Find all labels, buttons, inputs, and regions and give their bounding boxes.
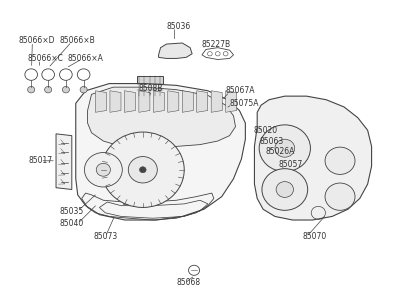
Text: 85068: 85068	[176, 278, 200, 287]
Text: 85063: 85063	[259, 136, 284, 146]
Polygon shape	[197, 91, 208, 112]
Text: 85066×C: 85066×C	[27, 54, 63, 63]
Polygon shape	[158, 43, 192, 58]
Text: 85040: 85040	[60, 219, 84, 228]
Polygon shape	[124, 91, 136, 112]
Text: 85075A: 85075A	[230, 99, 259, 108]
FancyBboxPatch shape	[137, 76, 162, 96]
Polygon shape	[211, 91, 222, 112]
Polygon shape	[56, 134, 72, 190]
Circle shape	[62, 86, 70, 93]
Circle shape	[325, 147, 355, 174]
Circle shape	[262, 169, 308, 210]
Text: 85020: 85020	[253, 126, 277, 135]
Text: 85073: 85073	[94, 232, 118, 241]
Text: 85035: 85035	[60, 206, 84, 215]
Polygon shape	[182, 91, 193, 112]
Text: 85067A: 85067A	[226, 86, 255, 95]
Polygon shape	[76, 84, 245, 220]
Text: 85057: 85057	[279, 160, 303, 169]
Text: 85070: 85070	[302, 232, 327, 241]
Circle shape	[44, 86, 52, 93]
Polygon shape	[168, 91, 179, 112]
Circle shape	[84, 152, 122, 187]
Polygon shape	[123, 191, 133, 204]
Text: 85066×D: 85066×D	[18, 36, 55, 45]
Text: 85066×A: 85066×A	[68, 54, 104, 63]
Polygon shape	[226, 91, 237, 112]
Polygon shape	[254, 96, 372, 220]
Polygon shape	[96, 91, 106, 112]
Circle shape	[275, 139, 295, 157]
Ellipse shape	[143, 199, 166, 213]
Circle shape	[101, 132, 184, 208]
Text: 85227B: 85227B	[202, 40, 231, 49]
Polygon shape	[139, 91, 150, 112]
Polygon shape	[110, 91, 121, 112]
Text: 85017: 85017	[28, 156, 52, 165]
Circle shape	[259, 125, 310, 172]
Text: 85026A: 85026A	[265, 147, 294, 156]
Circle shape	[276, 182, 294, 197]
Circle shape	[128, 157, 157, 183]
Circle shape	[325, 183, 355, 210]
Text: 85066×B: 85066×B	[60, 36, 96, 45]
Circle shape	[140, 167, 146, 173]
Text: 85036: 85036	[166, 22, 191, 31]
Text: 8508B: 8508B	[139, 85, 163, 94]
Polygon shape	[153, 91, 164, 112]
Circle shape	[28, 86, 35, 93]
Circle shape	[80, 86, 87, 93]
Polygon shape	[135, 193, 143, 202]
Polygon shape	[88, 87, 236, 147]
Circle shape	[96, 163, 110, 176]
